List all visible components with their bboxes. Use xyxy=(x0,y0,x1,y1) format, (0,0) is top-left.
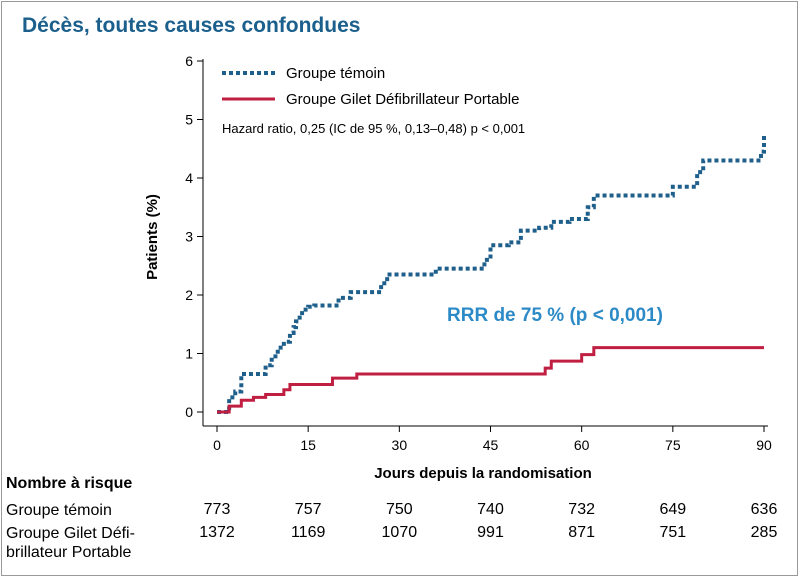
risk-table-heading: Nombre à risque xyxy=(6,475,133,492)
risk-row-label-line: Groupe témoin xyxy=(6,502,112,519)
x-tick-label: 45 xyxy=(483,437,499,453)
hazard-ratio-note: Hazard ratio, 0,25 (IC de 95 %, 0,13–0,4… xyxy=(222,121,525,136)
y-tick-label: 6 xyxy=(185,53,193,69)
chart-title: Décès, toutes causes confondues xyxy=(22,14,361,37)
risk-row-label-line: Groupe Gilet Défi- xyxy=(6,525,135,542)
y-axis-label: Patients (%) xyxy=(144,194,161,280)
x-tick-label: 15 xyxy=(300,437,316,453)
y-tick-label: 3 xyxy=(185,229,193,245)
legend-label-gilet: Groupe Gilet Défibrillateur Portable xyxy=(286,91,519,108)
risk-value: 750 xyxy=(385,501,413,518)
risk-value: 757 xyxy=(294,501,322,518)
rrr-annotation: RRR de 75 % (p < 0,001) xyxy=(447,305,663,326)
x-tick-label: 30 xyxy=(392,437,408,453)
legend-label-temoin: Groupe témoin xyxy=(286,65,385,82)
y-tick-label: 0 xyxy=(185,404,193,420)
x-axis-label: Jours depuis la randomisation xyxy=(374,465,592,482)
risk-row-label: Groupe témoin xyxy=(6,501,112,520)
risk-value: 285 xyxy=(750,524,778,541)
y-tick-label: 5 xyxy=(185,112,193,128)
risk-value: 1169 xyxy=(290,524,326,541)
y-tick-label: 1 xyxy=(185,346,193,362)
series-groupe-temoin xyxy=(217,134,766,414)
risk-value: 732 xyxy=(568,501,595,518)
x-tick-label: 75 xyxy=(665,437,681,453)
risk-value: 773 xyxy=(203,501,231,518)
x-tick-label: 60 xyxy=(574,437,590,453)
risk-value: 636 xyxy=(750,501,778,518)
risk-value: 991 xyxy=(477,524,504,541)
risk-value: 740 xyxy=(477,501,504,518)
risk-value: 1070 xyxy=(381,524,418,541)
risk-row-label-line: brillateur Portable xyxy=(6,544,132,561)
y-tick-label: 2 xyxy=(185,287,193,303)
risk-value: 871 xyxy=(568,524,595,541)
x-tick-label: 90 xyxy=(756,437,772,453)
risk-value: 751 xyxy=(659,524,687,541)
risk-value: 1372 xyxy=(199,524,235,541)
series-groupe-gilet xyxy=(217,346,764,414)
x-tick-label: 0 xyxy=(213,437,221,453)
risk-value: 649 xyxy=(659,501,687,518)
risk-row-label: Groupe Gilet Défi-brillateur Portable xyxy=(6,524,135,562)
y-tick-label: 4 xyxy=(185,170,193,186)
